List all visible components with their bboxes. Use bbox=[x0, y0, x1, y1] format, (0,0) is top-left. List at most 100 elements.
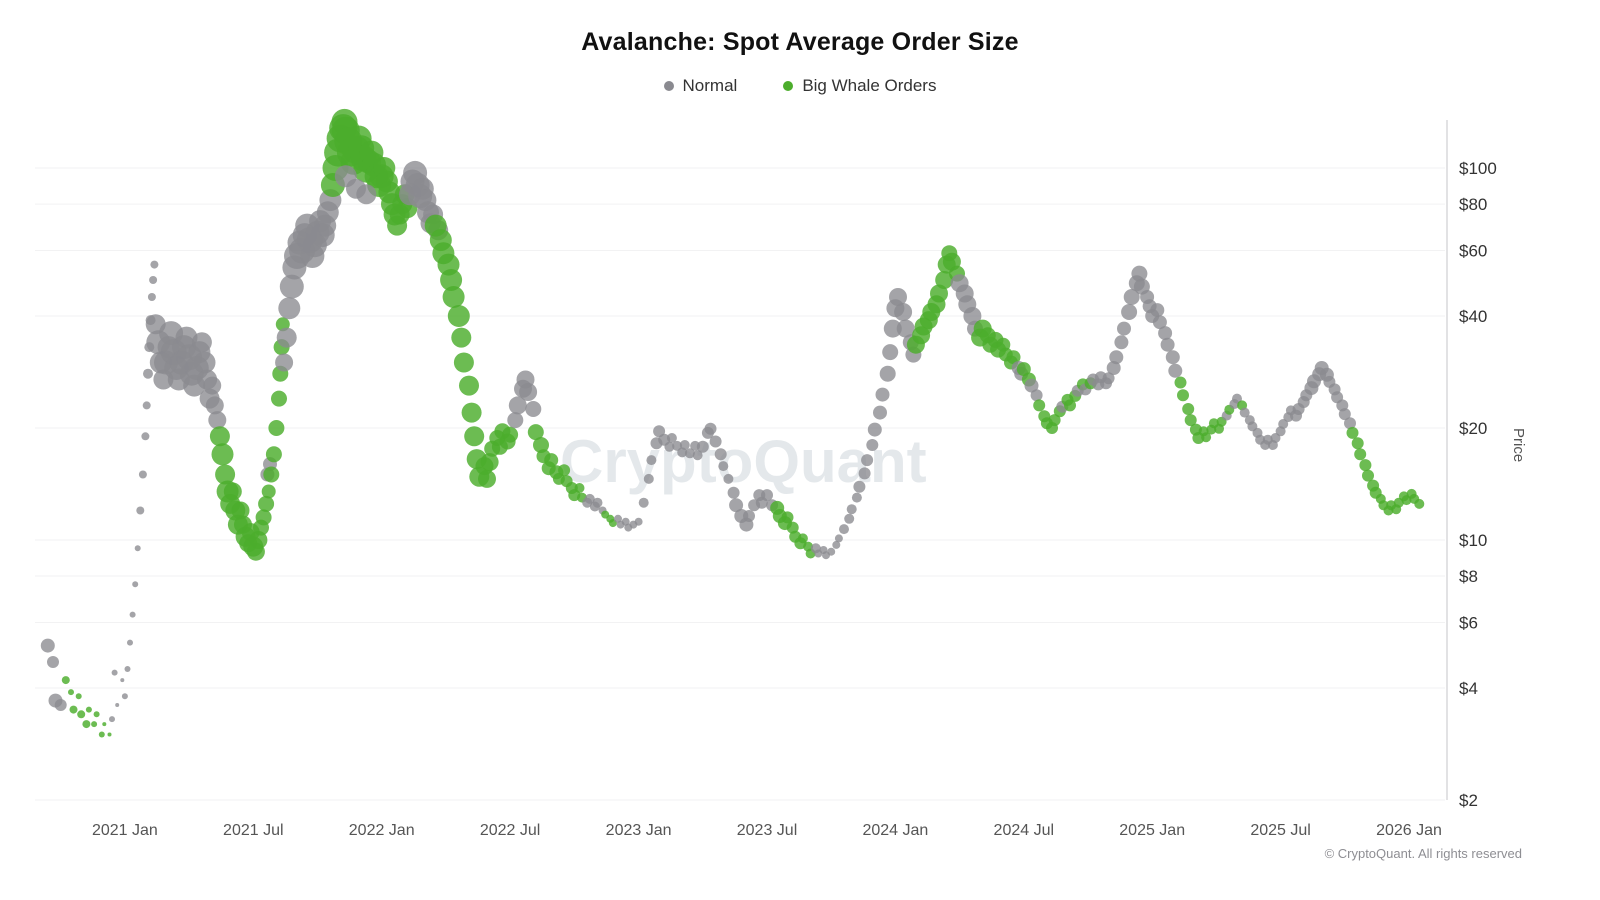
whale-order-point[interactable] bbox=[211, 443, 234, 466]
whale-order-point[interactable] bbox=[461, 402, 482, 423]
normal-order-point[interactable] bbox=[191, 332, 212, 353]
normal-order-point[interactable] bbox=[138, 470, 147, 479]
normal-order-point[interactable] bbox=[882, 344, 899, 361]
whale-order-point[interactable] bbox=[451, 327, 472, 348]
normal-order-point[interactable] bbox=[761, 489, 773, 502]
normal-order-point[interactable] bbox=[709, 435, 722, 448]
normal-order-point[interactable] bbox=[834, 534, 843, 543]
normal-order-point[interactable] bbox=[278, 297, 301, 320]
normal-order-point[interactable] bbox=[1123, 289, 1140, 305]
normal-order-point[interactable] bbox=[47, 656, 59, 668]
normal-order-point[interactable] bbox=[1030, 389, 1043, 402]
normal-order-point[interactable] bbox=[1106, 361, 1121, 375]
whale-order-point[interactable] bbox=[215, 464, 236, 485]
whale-order-point[interactable] bbox=[1414, 498, 1425, 509]
whale-order-point[interactable] bbox=[1064, 399, 1076, 412]
normal-order-point[interactable] bbox=[1338, 408, 1351, 421]
whale-order-point[interactable] bbox=[1048, 414, 1061, 427]
normal-order-point[interactable] bbox=[203, 376, 222, 395]
whale-order-point[interactable] bbox=[209, 426, 230, 447]
normal-order-point[interactable] bbox=[121, 693, 128, 700]
normal-order-point[interactable] bbox=[1344, 417, 1356, 430]
whale-order-point[interactable] bbox=[558, 464, 571, 477]
whale-order-point[interactable] bbox=[1033, 399, 1046, 412]
normal-order-point[interactable] bbox=[1109, 350, 1124, 365]
normal-order-point[interactable] bbox=[205, 396, 224, 415]
whale-order-point[interactable] bbox=[786, 521, 799, 534]
normal-order-point[interactable] bbox=[1160, 337, 1175, 352]
normal-order-point[interactable] bbox=[124, 666, 131, 672]
whale-order-point[interactable] bbox=[98, 731, 105, 738]
whale-order-point[interactable] bbox=[93, 711, 100, 718]
normal-order-point[interactable] bbox=[883, 319, 902, 338]
whale-order-point[interactable] bbox=[255, 509, 272, 526]
normal-order-point[interactable] bbox=[525, 401, 542, 417]
whale-order-point[interactable] bbox=[61, 676, 70, 685]
normal-order-point[interactable] bbox=[54, 699, 67, 711]
normal-order-point[interactable] bbox=[141, 432, 150, 441]
whale-order-point[interactable] bbox=[258, 495, 275, 512]
normal-order-point[interactable] bbox=[142, 401, 151, 410]
normal-order-point[interactable] bbox=[723, 473, 734, 484]
normal-order-point[interactable] bbox=[1121, 304, 1138, 320]
normal-order-point[interactable] bbox=[115, 703, 120, 707]
whale-order-point[interactable] bbox=[930, 284, 948, 303]
normal-order-point[interactable] bbox=[844, 513, 855, 524]
normal-order-point[interactable] bbox=[718, 461, 729, 472]
whale-order-point[interactable] bbox=[574, 483, 585, 493]
normal-order-point[interactable] bbox=[875, 387, 890, 402]
whale-order-point[interactable] bbox=[1354, 448, 1367, 461]
normal-order-point[interactable] bbox=[743, 510, 755, 522]
normal-order-point[interactable] bbox=[963, 307, 982, 325]
whale-order-point[interactable] bbox=[544, 453, 559, 468]
normal-order-point[interactable] bbox=[143, 368, 153, 379]
normal-order-point[interactable] bbox=[846, 504, 857, 515]
whale-order-point[interactable] bbox=[935, 271, 954, 289]
normal-order-point[interactable] bbox=[851, 492, 862, 503]
whale-order-point[interactable] bbox=[271, 390, 287, 407]
normal-order-point[interactable] bbox=[136, 506, 145, 515]
normal-order-point[interactable] bbox=[1102, 372, 1115, 385]
whale-order-point[interactable] bbox=[533, 437, 549, 453]
legend-item-big-whale-orders[interactable]: Big Whale Orders bbox=[783, 76, 936, 96]
whale-order-point[interactable] bbox=[459, 375, 479, 396]
whale-order-point[interactable] bbox=[1006, 350, 1021, 365]
normal-order-point[interactable] bbox=[147, 293, 156, 301]
normal-order-point[interactable] bbox=[896, 319, 915, 338]
normal-order-point[interactable] bbox=[1165, 350, 1180, 365]
normal-order-point[interactable] bbox=[1117, 321, 1131, 336]
normal-order-point[interactable] bbox=[664, 441, 675, 452]
normal-order-point[interactable] bbox=[1131, 265, 1148, 282]
whale-order-point[interactable] bbox=[69, 705, 78, 714]
normal-order-point[interactable] bbox=[584, 493, 595, 504]
whale-order-point[interactable] bbox=[231, 501, 250, 520]
normal-order-point[interactable] bbox=[832, 540, 841, 549]
normal-order-point[interactable] bbox=[684, 448, 695, 459]
normal-order-point[interactable] bbox=[1158, 326, 1173, 341]
normal-order-point[interactable] bbox=[858, 467, 871, 480]
normal-order-point[interactable] bbox=[679, 440, 690, 450]
normal-order-point[interactable] bbox=[508, 396, 527, 415]
normal-order-point[interactable] bbox=[879, 365, 896, 382]
normal-order-point[interactable] bbox=[129, 611, 136, 618]
whale-order-point[interactable] bbox=[107, 732, 112, 737]
whale-order-point[interactable] bbox=[1182, 403, 1195, 415]
normal-order-point[interactable] bbox=[643, 473, 654, 484]
whale-order-point[interactable] bbox=[265, 446, 282, 463]
normal-order-point[interactable] bbox=[519, 383, 538, 401]
normal-order-point[interactable] bbox=[275, 353, 294, 372]
normal-order-point[interactable] bbox=[193, 351, 216, 374]
normal-order-point[interactable] bbox=[853, 480, 866, 493]
normal-order-point[interactable] bbox=[873, 405, 887, 420]
normal-order-point[interactable] bbox=[208, 411, 227, 430]
whale-order-point[interactable] bbox=[268, 420, 285, 436]
normal-order-point[interactable] bbox=[120, 678, 125, 683]
normal-order-point[interactable] bbox=[727, 486, 740, 499]
normal-order-point[interactable] bbox=[827, 547, 836, 556]
whale-order-point[interactable] bbox=[91, 721, 98, 728]
whale-order-point[interactable] bbox=[1351, 437, 1364, 450]
whale-order-point[interactable] bbox=[1201, 432, 1212, 443]
whale-order-point[interactable] bbox=[440, 269, 463, 291]
whale-order-point[interactable] bbox=[502, 426, 519, 443]
whale-order-point[interactable] bbox=[1174, 376, 1187, 389]
